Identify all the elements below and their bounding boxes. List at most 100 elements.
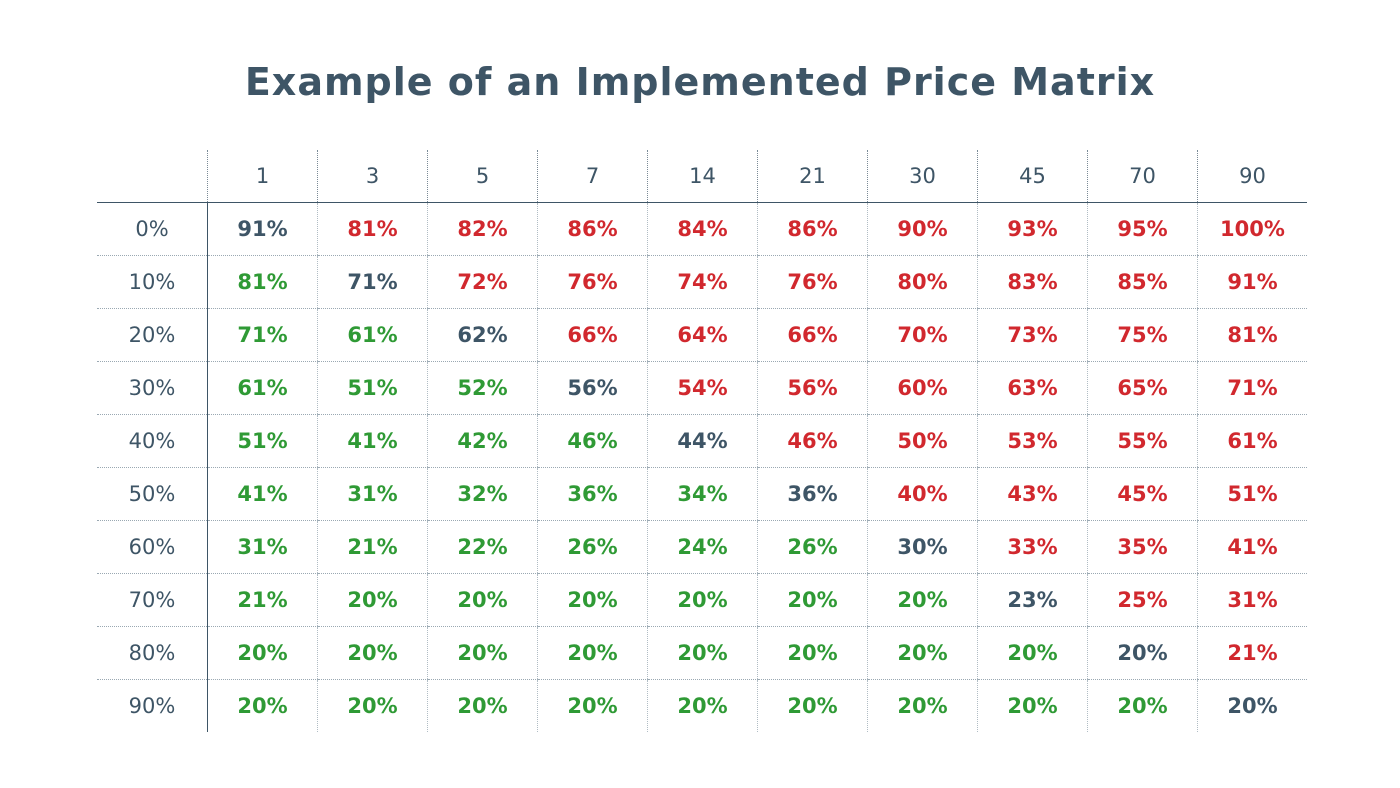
row-header: 30%	[97, 361, 208, 415]
matrix-body: 0% 91% 81% 82% 86% 84% 86% 90% 93% 95% 100% 10% 81% 7…	[97, 202, 1307, 732]
matrix-cell: 90%	[867, 202, 978, 256]
matrix-cell: 70%	[867, 308, 978, 362]
matrix-cell: 86%	[537, 202, 648, 256]
column-header: 3	[317, 150, 428, 203]
matrix-cell: 20%	[317, 626, 428, 680]
matrix-cell: 64%	[647, 308, 758, 362]
matrix-cell: 52%	[427, 361, 538, 415]
row-header: 40%	[97, 414, 208, 468]
matrix-cell: 45%	[1087, 467, 1198, 521]
row-header: 20%	[97, 308, 208, 362]
matrix-cell: 20%	[537, 573, 648, 627]
matrix-cell: 20%	[537, 679, 648, 732]
matrix-cell: 51%	[207, 414, 318, 468]
matrix-cell: 20%	[647, 679, 758, 732]
matrix-cell: 24%	[647, 520, 758, 574]
matrix-cell: 26%	[757, 520, 868, 574]
matrix-cell: 61%	[317, 308, 428, 362]
column-header: 14	[647, 150, 758, 203]
matrix-row: 10% 81% 71% 72% 76% 74% 76% 80% 83% 85% 91%	[97, 255, 1307, 309]
matrix-cell: 76%	[757, 255, 868, 309]
matrix-cell: 100%	[1197, 202, 1307, 256]
matrix-cell: 74%	[647, 255, 758, 309]
matrix-cell: 21%	[317, 520, 428, 574]
row-header: 90%	[97, 679, 208, 732]
matrix-cell: 20%	[427, 573, 538, 627]
matrix-cell: 65%	[1087, 361, 1198, 415]
matrix-cell: 85%	[1087, 255, 1198, 309]
matrix-cell: 46%	[757, 414, 868, 468]
matrix-cell: 53%	[977, 414, 1088, 468]
matrix-cell: 75%	[1087, 308, 1198, 362]
matrix-cell: 20%	[427, 626, 538, 680]
matrix-cell: 72%	[427, 255, 538, 309]
corner-cell	[97, 150, 208, 203]
matrix-cell: 30%	[867, 520, 978, 574]
matrix-cell: 46%	[537, 414, 648, 468]
matrix-cell: 51%	[317, 361, 428, 415]
matrix-cell: 31%	[317, 467, 428, 521]
matrix-cell: 84%	[647, 202, 758, 256]
matrix-cell: 21%	[1197, 626, 1307, 680]
matrix-cell: 20%	[1087, 679, 1198, 732]
matrix-cell: 31%	[207, 520, 318, 574]
price-matrix-table: 1 3 5 7 14 21 30 45 70 90 0% 91% 81% 82% 86% 84% 86% 90%…	[97, 150, 1307, 732]
matrix-cell: 81%	[207, 255, 318, 309]
matrix-cell: 51%	[1197, 467, 1307, 521]
matrix-row: 30% 61% 51% 52% 56% 54% 56% 60% 63% 65% 71%	[97, 361, 1307, 415]
matrix-cell: 20%	[977, 679, 1088, 732]
matrix-cell: 73%	[977, 308, 1088, 362]
matrix-row: 20% 71% 61% 62% 66% 64% 66% 70% 73% 75% 81%	[97, 308, 1307, 362]
matrix-cell: 80%	[867, 255, 978, 309]
column-header: 5	[427, 150, 538, 203]
matrix-cell: 44%	[647, 414, 758, 468]
row-header: 0%	[97, 202, 208, 256]
matrix-cell: 71%	[317, 255, 428, 309]
matrix-cell: 21%	[207, 573, 318, 627]
row-header: 80%	[97, 626, 208, 680]
matrix-cell: 61%	[207, 361, 318, 415]
column-header: 30	[867, 150, 978, 203]
matrix-cell: 20%	[977, 626, 1088, 680]
matrix-cell: 83%	[977, 255, 1088, 309]
matrix-cell: 26%	[537, 520, 648, 574]
matrix-cell: 91%	[207, 202, 318, 256]
matrix-cell: 41%	[317, 414, 428, 468]
matrix-cell: 60%	[867, 361, 978, 415]
matrix-cell: 54%	[647, 361, 758, 415]
matrix-cell: 20%	[647, 626, 758, 680]
matrix-cell: 71%	[207, 308, 318, 362]
matrix-cell: 66%	[537, 308, 648, 362]
matrix-cell: 20%	[1197, 679, 1307, 732]
matrix-cell: 20%	[867, 626, 978, 680]
matrix-row: 60% 31% 21% 22% 26% 24% 26% 30% 33% 35% 41%	[97, 520, 1307, 574]
column-header: 1	[207, 150, 318, 203]
matrix-row: 90% 20% 20% 20% 20% 20% 20% 20% 20% 20% 20%	[97, 679, 1307, 732]
matrix-cell: 81%	[317, 202, 428, 256]
matrix-cell: 20%	[757, 626, 868, 680]
row-header: 10%	[97, 255, 208, 309]
matrix-cell: 86%	[757, 202, 868, 256]
matrix-cell: 40%	[867, 467, 978, 521]
matrix-cell: 63%	[977, 361, 1088, 415]
column-header: 70	[1087, 150, 1198, 203]
row-header: 70%	[97, 573, 208, 627]
matrix-cell: 23%	[977, 573, 1088, 627]
matrix-cell: 82%	[427, 202, 538, 256]
matrix-cell: 33%	[977, 520, 1088, 574]
matrix-row: 0% 91% 81% 82% 86% 84% 86% 90% 93% 95% 100%	[97, 202, 1307, 256]
row-header: 60%	[97, 520, 208, 574]
matrix-cell: 76%	[537, 255, 648, 309]
column-header: 21	[757, 150, 868, 203]
matrix-cell: 20%	[867, 679, 978, 732]
matrix-cell: 22%	[427, 520, 538, 574]
matrix-cell: 91%	[1197, 255, 1307, 309]
matrix-cell: 81%	[1197, 308, 1307, 362]
matrix-cell: 36%	[757, 467, 868, 521]
matrix-row: 50% 41% 31% 32% 36% 34% 36% 40% 43% 45% 51%	[97, 467, 1307, 521]
matrix-cell: 42%	[427, 414, 538, 468]
matrix-cell: 20%	[317, 573, 428, 627]
matrix-cell: 20%	[207, 626, 318, 680]
matrix-cell: 56%	[537, 361, 648, 415]
matrix-cell: 34%	[647, 467, 758, 521]
